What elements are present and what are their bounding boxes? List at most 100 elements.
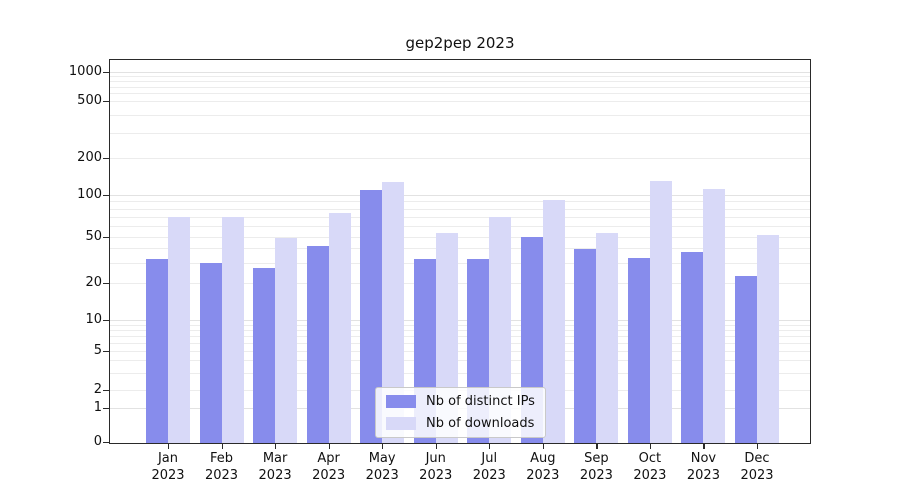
gridline-minor xyxy=(110,336,810,337)
x-tick-year: 2023 xyxy=(740,468,774,483)
gridline-minor xyxy=(110,101,810,102)
x-tick-label: Jun 2023 xyxy=(404,450,468,484)
x-tick-mark xyxy=(649,444,652,449)
bar-distinct-ips xyxy=(735,276,757,443)
y-tick-mark xyxy=(103,195,109,197)
gridline-major xyxy=(110,72,810,73)
bar-downloads xyxy=(275,238,297,443)
x-tick-year: 2023 xyxy=(419,468,453,483)
y-tick-mark xyxy=(103,351,109,353)
x-tick-month: Mar xyxy=(262,451,288,466)
x-tick-label: Nov 2023 xyxy=(671,450,735,484)
x-tick-month: Oct xyxy=(638,451,662,466)
bar-distinct-ips xyxy=(681,252,703,443)
x-tick-label: May 2023 xyxy=(350,450,414,484)
x-tick-label: Aug 2023 xyxy=(511,450,575,484)
bar-distinct-ips xyxy=(200,263,222,443)
y-tick-mark xyxy=(103,101,109,103)
x-tick-year: 2023 xyxy=(472,468,506,483)
bar-downloads xyxy=(168,217,190,443)
y-tick-mark xyxy=(103,442,109,444)
plot-area: Nb of distinct IPs Nb of downloads xyxy=(109,59,811,444)
gridline-minor xyxy=(110,115,810,116)
bar-downloads xyxy=(596,233,618,443)
x-tick-mark xyxy=(596,444,598,449)
gridline-minor xyxy=(110,343,810,344)
y-tick-mark xyxy=(103,237,109,239)
gridline-minor xyxy=(110,330,810,331)
gridline-minor xyxy=(110,226,810,227)
bar-downloads xyxy=(543,200,565,443)
gridline-minor xyxy=(110,81,810,82)
y-tick-label: 50 xyxy=(85,229,102,244)
x-tick-month: Aug xyxy=(530,451,556,466)
bar-downloads xyxy=(757,235,779,443)
gridline-major xyxy=(110,195,810,196)
x-tick-label: Dec 2023 xyxy=(725,450,789,484)
x-tick-label: Jul 2023 xyxy=(457,450,521,484)
y-tick-label: 20 xyxy=(85,275,102,290)
legend-swatch xyxy=(386,395,416,408)
x-tick-label: Mar 2023 xyxy=(243,450,307,484)
y-tick-label: 500 xyxy=(77,93,102,108)
x-tick-month: Feb xyxy=(210,451,234,466)
legend: Nb of distinct IPs Nb of downloads xyxy=(375,387,546,438)
gridline-minor xyxy=(110,248,810,249)
x-tick-month: Apr xyxy=(317,451,340,466)
x-tick-mark xyxy=(703,444,705,449)
x-tick-month: Jul xyxy=(481,451,498,466)
x-tick-month: Dec xyxy=(744,451,770,466)
legend-entry: Nb of downloads xyxy=(386,416,535,431)
x-tick-year: 2023 xyxy=(204,468,239,483)
x-tick-mark xyxy=(275,444,277,449)
y-tick-mark xyxy=(103,408,109,410)
legend-entry: Nb of distinct IPs xyxy=(386,394,535,409)
x-tick-mark xyxy=(756,444,759,449)
x-tick-year: 2023 xyxy=(312,468,346,483)
gridline-minor xyxy=(110,158,810,159)
gridline-minor xyxy=(110,283,810,284)
x-tick-mark xyxy=(382,444,384,449)
x-tick-year: 2023 xyxy=(579,468,613,483)
bar-distinct-ips xyxy=(360,190,382,443)
x-tick-month: Nov xyxy=(690,451,717,466)
gridline-minor xyxy=(110,93,810,94)
y-tick-mark xyxy=(103,72,109,74)
x-tick-month: May xyxy=(368,451,396,466)
x-tick-mark xyxy=(168,444,170,449)
y-tick-label: 1 xyxy=(93,400,102,415)
y-tick-mark xyxy=(103,390,109,392)
gridline-minor xyxy=(110,351,810,352)
gridline-minor xyxy=(110,201,810,202)
gridline-minor xyxy=(110,217,810,218)
x-tick-label: Oct 2023 xyxy=(618,450,682,484)
y-tick-mark xyxy=(103,283,109,285)
chart-title: gep2pep 2023 xyxy=(405,34,515,52)
x-tick-label: Jan 2023 xyxy=(136,450,200,484)
y-tick-label: 100 xyxy=(77,187,102,202)
y-tick-label: 5 xyxy=(93,343,102,358)
gridline-minor xyxy=(110,325,810,326)
bar-distinct-ips xyxy=(628,258,650,443)
legend-label: Nb of downloads xyxy=(426,416,535,431)
legend-label: Nb of distinct IPs xyxy=(426,394,535,409)
legend-swatch xyxy=(386,417,416,430)
y-tick-label: 200 xyxy=(77,150,102,165)
bar-distinct-ips xyxy=(574,249,596,443)
x-tick-label: Sep 2023 xyxy=(564,450,628,484)
y-tick-mark xyxy=(103,158,109,160)
bar-downloads xyxy=(650,181,672,443)
x-tick-mark xyxy=(489,444,491,449)
y-tick-label: 10 xyxy=(85,312,102,327)
y-tick-label: 2 xyxy=(93,382,102,397)
x-tick-year: 2023 xyxy=(526,468,560,483)
y-tick-label: 1000 xyxy=(68,64,102,79)
bar-downloads xyxy=(382,182,404,443)
bar-distinct-ips xyxy=(307,246,329,443)
bar-distinct-ips xyxy=(146,259,168,443)
bar-downloads xyxy=(703,189,725,443)
x-tick-month: Jun xyxy=(425,451,446,466)
x-tick-month: Sep xyxy=(584,451,609,466)
gridline-minor xyxy=(110,76,810,77)
